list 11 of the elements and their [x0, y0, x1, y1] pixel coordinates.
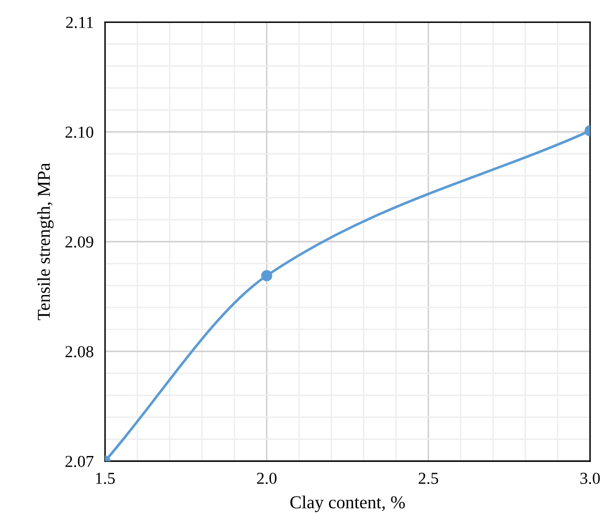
x-axis-title: Clay content, %: [290, 496, 405, 512]
y-tick-label: 2.11: [66, 16, 93, 28]
x-tick-label: 2.0: [257, 472, 276, 484]
x-tick-label: 1.5: [96, 472, 115, 484]
y-tick-label: 2.10: [65, 126, 94, 138]
y-tick-label: 2.07: [65, 456, 94, 468]
y-axis-title: Tensile strength, MPa: [37, 163, 54, 320]
y-tick-label: 2.09: [65, 236, 94, 248]
x-tick-label: 2.5: [418, 472, 438, 484]
x-tick-label: 3.0: [580, 472, 600, 484]
y-tick-label: 2.08: [65, 346, 94, 358]
